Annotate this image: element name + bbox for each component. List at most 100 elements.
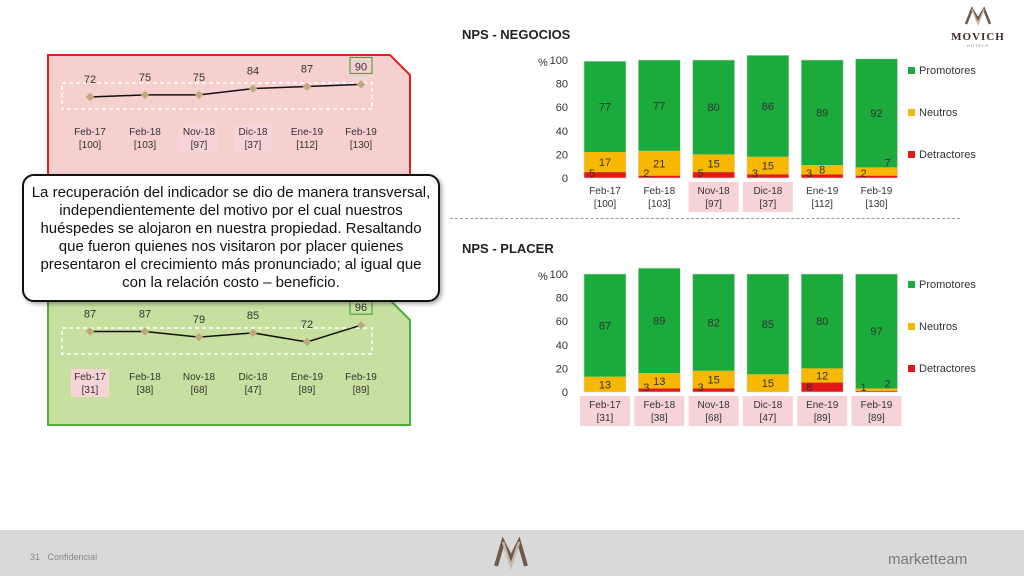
trend-base-label: [31] xyxy=(82,385,99,396)
bar-value-label: 85 xyxy=(762,319,774,331)
bar-value-label: 2 xyxy=(860,168,866,180)
x-base-label: [89] xyxy=(814,413,831,424)
legend-swatch-neutros xyxy=(908,323,915,330)
trend-category-label: Feb-17 xyxy=(74,127,106,138)
x-base-label: [37] xyxy=(760,199,777,210)
trend-base-label: [89] xyxy=(299,385,316,396)
trend-category-highlight xyxy=(71,369,109,397)
x-category-label: Nov-18 xyxy=(697,400,730,411)
bar-segment-detractores xyxy=(801,382,844,392)
trend-value-label: 87 xyxy=(139,309,151,321)
x-base-label: [103] xyxy=(648,199,670,210)
category-highlight xyxy=(851,396,902,426)
trend-marker xyxy=(356,80,366,89)
bar-value-label: 15 xyxy=(762,378,774,390)
bar-segment-neutros xyxy=(638,373,681,389)
category-highlight xyxy=(580,396,630,426)
trend-category-label: Feb-18 xyxy=(129,372,161,383)
y-tick-label: 60 xyxy=(556,102,568,114)
trend-marker xyxy=(302,337,312,347)
x-category-label: Feb-17 xyxy=(589,400,621,411)
footer-monogram-icon xyxy=(494,536,528,570)
trend-base-label: [38] xyxy=(137,385,154,396)
bar-segment-neutros xyxy=(692,370,735,389)
placer-trend-chart: 87 87 79 85 72 96 Feb-17 [31] Feb-18 [38] Nov-18 [6… xyxy=(61,297,377,397)
y-tick-label: 100 xyxy=(550,55,568,67)
bar-value-label: 3 xyxy=(698,382,704,394)
trend-category-label: Nov-18 xyxy=(183,127,216,138)
trend-line xyxy=(90,324,362,343)
insight-callout: La recuperación del indicador se dio de … xyxy=(22,174,440,302)
bar-segment-detractores xyxy=(692,388,735,392)
legend-swatch-promotores xyxy=(908,281,915,288)
logo-subtitle: HOTELS xyxy=(966,43,989,48)
bar-value-label: 15 xyxy=(707,375,719,387)
bar-segment-neutros xyxy=(584,152,626,173)
bar-segment-detractores xyxy=(855,175,898,178)
movich-monogram-icon xyxy=(964,6,992,27)
bar-segment-detractores xyxy=(638,388,681,392)
y-tick-label: 40 xyxy=(556,340,568,352)
bar-value-label: 5 xyxy=(589,168,595,180)
bar-outline xyxy=(855,58,898,179)
legend-label: Promotores xyxy=(919,279,976,291)
trend-value-label: 87 xyxy=(84,309,96,321)
trend-value-label: 75 xyxy=(139,72,151,84)
legend-swatch-detractores xyxy=(908,365,915,372)
bar-segment-promotores xyxy=(855,58,898,168)
bar-segment-promotores xyxy=(584,61,626,153)
bar-value-label: 7 xyxy=(884,157,890,169)
trend-category-label: Feb-18 xyxy=(129,127,161,138)
y-tick-label: 40 xyxy=(556,126,568,138)
trend-marker xyxy=(85,327,95,336)
bar-outline xyxy=(583,273,627,393)
trend-dashed-frame xyxy=(61,82,373,110)
x-base-label: [31] xyxy=(597,413,614,424)
category-highlight xyxy=(742,182,793,212)
trend-category-label: Dic-18 xyxy=(239,372,268,383)
bar-segment-neutros xyxy=(801,165,844,175)
legend-label: Detractores xyxy=(919,363,976,375)
bar-value-label: 89 xyxy=(653,316,665,328)
category-highlight xyxy=(688,396,739,426)
bar-segment-neutros xyxy=(855,388,898,391)
bar-outline xyxy=(746,273,790,393)
bar-value-label: 13 xyxy=(653,376,665,388)
x-base-label: [97] xyxy=(705,199,722,210)
trend-value-label: 72 xyxy=(84,74,96,86)
bar-value-label: 87 xyxy=(599,320,611,332)
bar-segment-promotores xyxy=(801,274,844,369)
legend-label: Promotores xyxy=(919,65,976,77)
bar-value-label: 77 xyxy=(653,100,665,112)
bar-value-label: 21 xyxy=(653,158,665,170)
bar-value-label: 89 xyxy=(816,108,828,120)
bar-value-label: 3 xyxy=(752,168,758,180)
trend-value-label: 87 xyxy=(301,64,313,76)
bar-segment-detractores xyxy=(638,175,681,178)
y-tick-label: 0 xyxy=(562,173,568,185)
bar-outline xyxy=(800,273,844,393)
bar-outline xyxy=(638,267,681,393)
bar-segment-neutros xyxy=(638,150,681,176)
bar-value-label: 2 xyxy=(643,168,649,180)
bar-value-label: 3 xyxy=(643,382,649,394)
bar-segment-promotores xyxy=(692,274,735,371)
trend-dashed-frame xyxy=(61,327,373,355)
trend-base-label: [68] xyxy=(191,385,208,396)
bar-outline xyxy=(692,273,735,393)
bar-value-label: 17 xyxy=(599,157,611,169)
x-category-label: Feb-18 xyxy=(643,186,675,197)
trend-value-label: 90 xyxy=(355,61,367,73)
bar-segment-promotores xyxy=(692,60,735,155)
category-highlight xyxy=(797,396,848,426)
negocios-chart-title: NPS - NEGOCIOS xyxy=(462,27,571,42)
trend-line xyxy=(89,83,362,98)
bar-segment-detractores xyxy=(746,174,789,178)
trend-category-label: Ene-19 xyxy=(291,372,324,383)
bar-segment-neutros xyxy=(855,167,898,176)
bar-value-label: 15 xyxy=(762,161,774,173)
footer-page-number: 31 Confidencial xyxy=(30,552,98,562)
x-category-label: Feb-19 xyxy=(861,186,893,197)
trend-base-label: [112] xyxy=(296,140,318,151)
movich-logo: MOVICH HOTELS xyxy=(938,6,1018,48)
